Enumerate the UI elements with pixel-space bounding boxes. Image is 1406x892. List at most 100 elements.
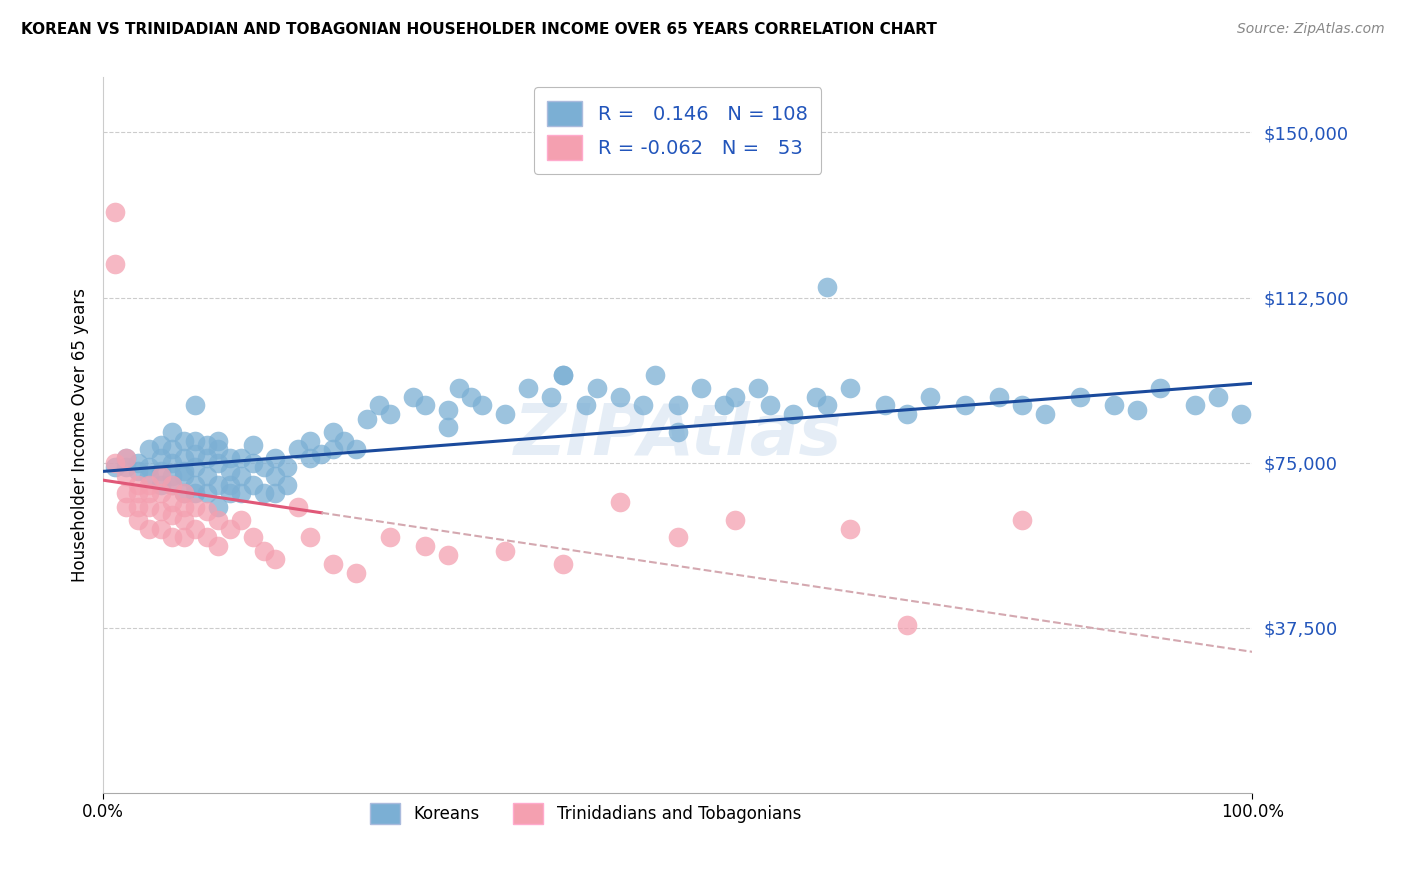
Point bbox=[207, 513, 229, 527]
Point bbox=[1035, 407, 1057, 421]
Point bbox=[127, 500, 149, 514]
Point bbox=[287, 442, 309, 457]
Point bbox=[218, 486, 240, 500]
Point bbox=[184, 398, 207, 412]
Point bbox=[298, 530, 321, 544]
Point bbox=[644, 368, 666, 382]
Point bbox=[287, 500, 309, 514]
Point bbox=[276, 477, 298, 491]
Point bbox=[184, 459, 207, 474]
Point bbox=[115, 500, 138, 514]
Point bbox=[413, 398, 436, 412]
Point bbox=[127, 456, 149, 470]
Point bbox=[471, 398, 494, 412]
Point bbox=[1184, 398, 1206, 412]
Point bbox=[127, 486, 149, 500]
Point bbox=[149, 464, 172, 478]
Point bbox=[276, 459, 298, 474]
Point bbox=[380, 407, 402, 421]
Point bbox=[242, 438, 264, 452]
Point bbox=[115, 451, 138, 466]
Point bbox=[195, 468, 218, 483]
Point bbox=[173, 434, 195, 448]
Point bbox=[195, 486, 218, 500]
Point bbox=[988, 390, 1011, 404]
Point bbox=[666, 398, 689, 412]
Point bbox=[127, 477, 149, 491]
Point bbox=[322, 425, 344, 439]
Point bbox=[173, 530, 195, 544]
Point bbox=[229, 468, 252, 483]
Point bbox=[896, 618, 918, 632]
Point bbox=[264, 451, 287, 466]
Point bbox=[1011, 513, 1033, 527]
Point bbox=[138, 459, 160, 474]
Point bbox=[437, 402, 460, 417]
Point bbox=[264, 486, 287, 500]
Point bbox=[104, 459, 127, 474]
Point bbox=[344, 566, 367, 580]
Point bbox=[1011, 398, 1033, 412]
Point bbox=[367, 398, 389, 412]
Point bbox=[575, 398, 598, 412]
Point bbox=[298, 451, 321, 466]
Point bbox=[138, 468, 160, 483]
Point bbox=[184, 486, 207, 500]
Point bbox=[242, 477, 264, 491]
Point bbox=[839, 522, 862, 536]
Point bbox=[218, 464, 240, 478]
Point bbox=[253, 459, 276, 474]
Point bbox=[920, 390, 942, 404]
Point bbox=[184, 500, 207, 514]
Point bbox=[195, 451, 218, 466]
Point bbox=[195, 504, 218, 518]
Point bbox=[195, 530, 218, 544]
Point bbox=[1149, 381, 1171, 395]
Point bbox=[127, 513, 149, 527]
Text: ZIPAtlas: ZIPAtlas bbox=[513, 401, 842, 469]
Point bbox=[173, 468, 195, 483]
Point bbox=[160, 425, 183, 439]
Point bbox=[173, 486, 195, 500]
Point bbox=[149, 438, 172, 452]
Point bbox=[413, 539, 436, 553]
Point bbox=[195, 438, 218, 452]
Point bbox=[173, 513, 195, 527]
Point bbox=[631, 398, 654, 412]
Point bbox=[815, 398, 838, 412]
Point bbox=[460, 390, 482, 404]
Point bbox=[551, 557, 574, 571]
Point bbox=[747, 381, 769, 395]
Point bbox=[437, 548, 460, 562]
Text: KOREAN VS TRINIDADIAN AND TOBAGONIAN HOUSEHOLDER INCOME OVER 65 YEARS CORRELATIO: KOREAN VS TRINIDADIAN AND TOBAGONIAN HOU… bbox=[21, 22, 936, 37]
Point bbox=[184, 522, 207, 536]
Point bbox=[138, 500, 160, 514]
Point bbox=[311, 447, 333, 461]
Point bbox=[896, 407, 918, 421]
Point bbox=[173, 500, 195, 514]
Point bbox=[1069, 390, 1091, 404]
Point bbox=[1229, 407, 1251, 421]
Point bbox=[115, 451, 138, 466]
Point bbox=[689, 381, 711, 395]
Point bbox=[207, 434, 229, 448]
Point bbox=[184, 477, 207, 491]
Point bbox=[149, 522, 172, 536]
Point bbox=[207, 456, 229, 470]
Point bbox=[804, 390, 827, 404]
Point bbox=[160, 508, 183, 523]
Point bbox=[551, 368, 574, 382]
Point bbox=[815, 279, 838, 293]
Point bbox=[218, 522, 240, 536]
Point bbox=[839, 381, 862, 395]
Point bbox=[149, 468, 172, 483]
Point bbox=[586, 381, 609, 395]
Point bbox=[207, 539, 229, 553]
Text: Source: ZipAtlas.com: Source: ZipAtlas.com bbox=[1237, 22, 1385, 37]
Point bbox=[253, 486, 276, 500]
Point bbox=[449, 381, 471, 395]
Point bbox=[115, 486, 138, 500]
Point bbox=[551, 368, 574, 382]
Point bbox=[138, 522, 160, 536]
Point bbox=[322, 557, 344, 571]
